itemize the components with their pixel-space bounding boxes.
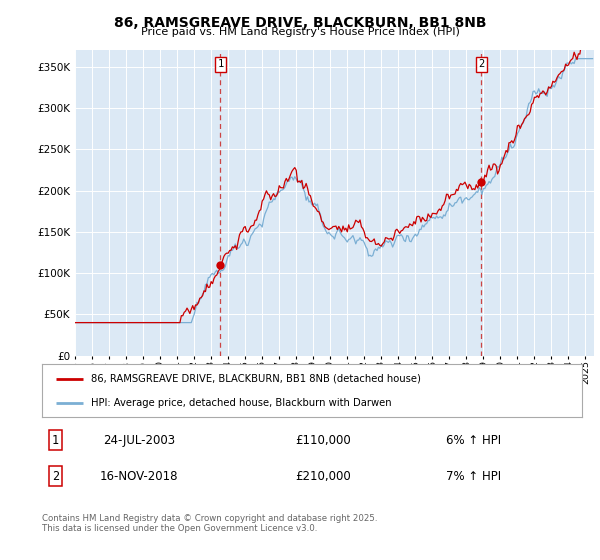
Text: 1: 1 <box>52 433 59 446</box>
Text: £110,000: £110,000 <box>295 433 350 446</box>
Text: 7% ↑ HPI: 7% ↑ HPI <box>446 470 502 483</box>
Text: 2: 2 <box>52 470 59 483</box>
Text: 2: 2 <box>478 59 484 69</box>
Text: 24-JUL-2003: 24-JUL-2003 <box>103 433 175 446</box>
Text: Contains HM Land Registry data © Crown copyright and database right 2025.
This d: Contains HM Land Registry data © Crown c… <box>42 514 377 534</box>
Text: Price paid vs. HM Land Registry's House Price Index (HPI): Price paid vs. HM Land Registry's House … <box>140 27 460 37</box>
Text: 16-NOV-2018: 16-NOV-2018 <box>100 470 178 483</box>
Text: £210,000: £210,000 <box>295 470 350 483</box>
Text: 86, RAMSGREAVE DRIVE, BLACKBURN, BB1 8NB (detached house): 86, RAMSGREAVE DRIVE, BLACKBURN, BB1 8NB… <box>91 374 421 384</box>
Text: 1: 1 <box>217 59 224 69</box>
Text: 6% ↑ HPI: 6% ↑ HPI <box>446 433 502 446</box>
Text: HPI: Average price, detached house, Blackburn with Darwen: HPI: Average price, detached house, Blac… <box>91 398 391 408</box>
Text: 86, RAMSGREAVE DRIVE, BLACKBURN, BB1 8NB: 86, RAMSGREAVE DRIVE, BLACKBURN, BB1 8NB <box>114 16 486 30</box>
